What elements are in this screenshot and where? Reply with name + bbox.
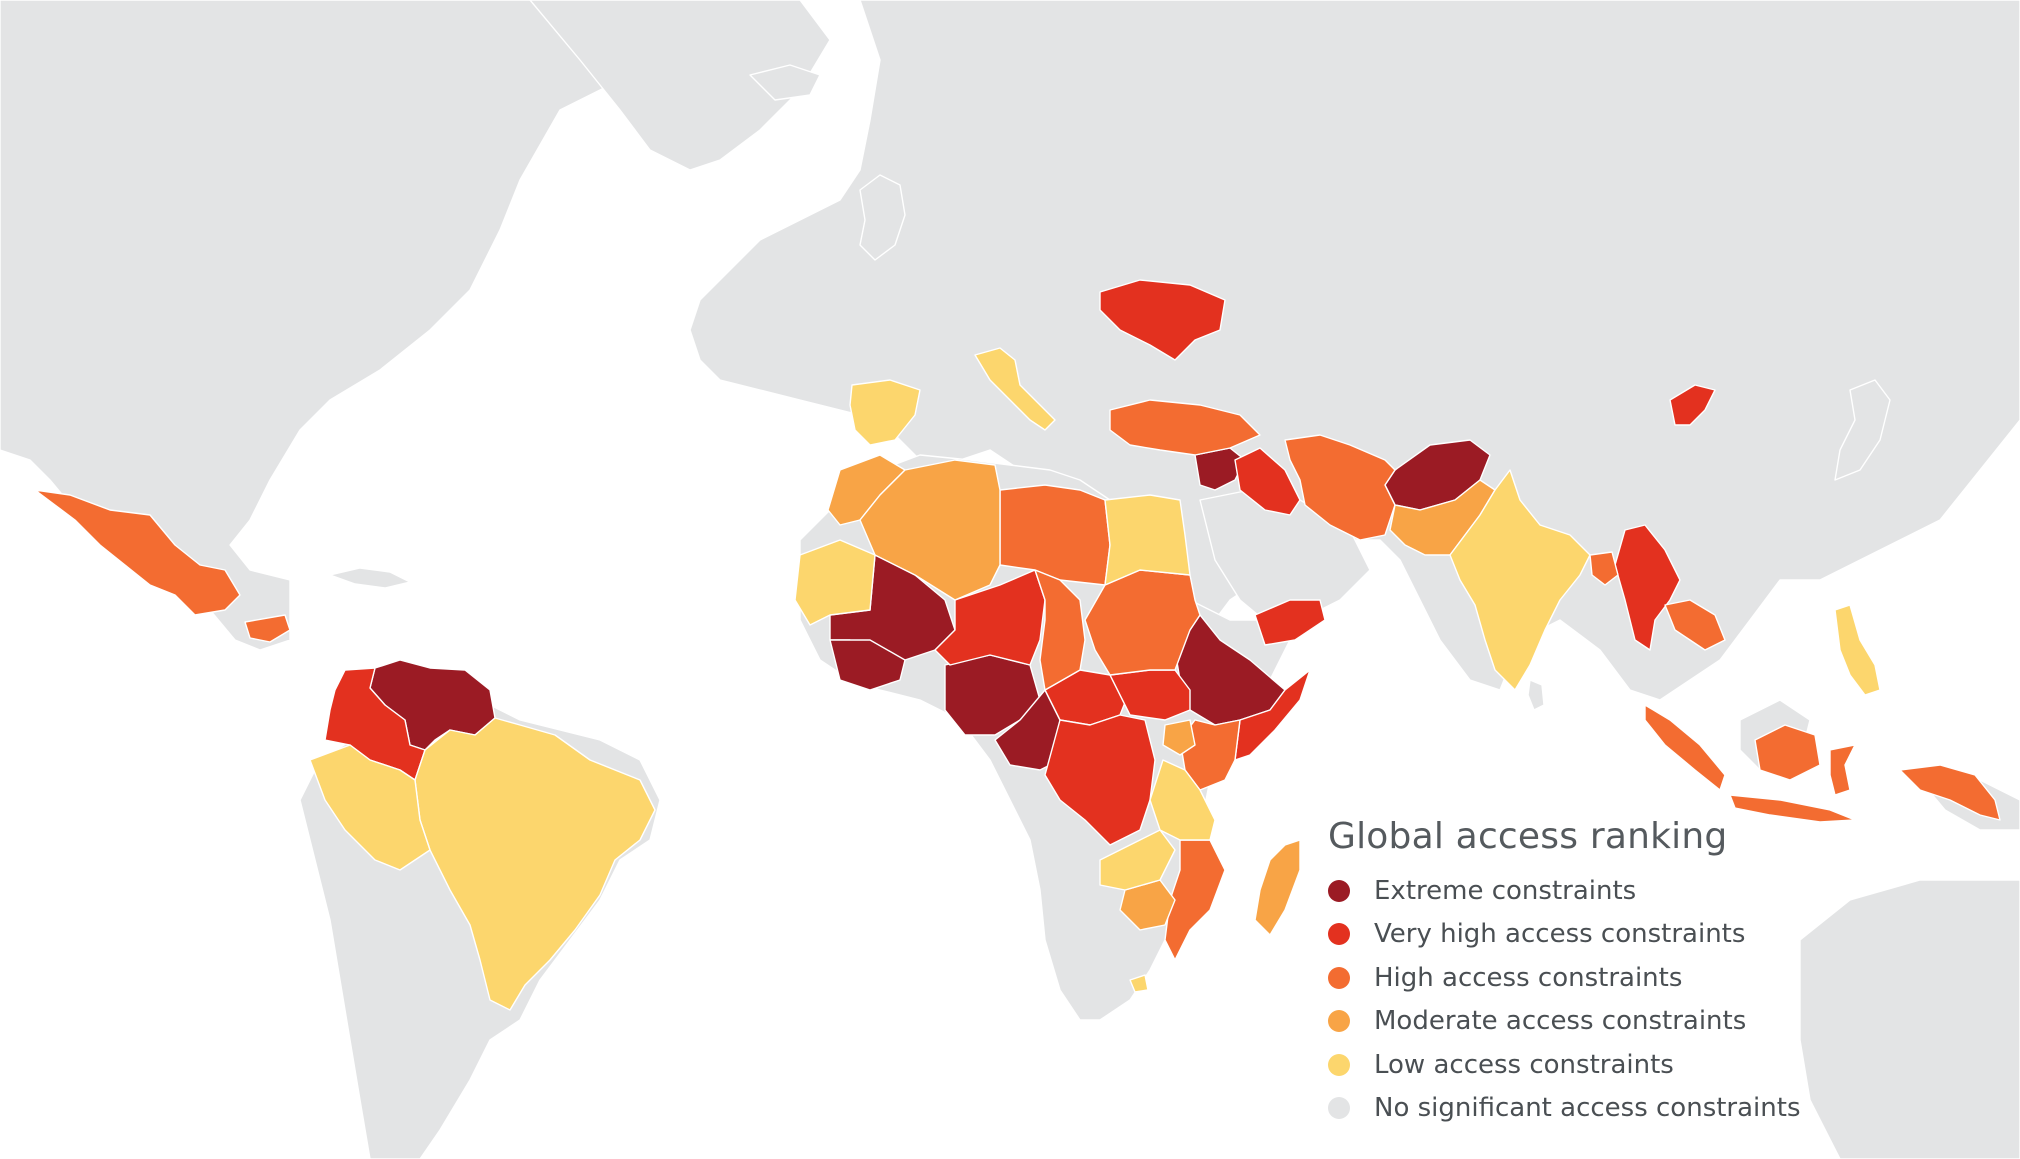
legend-title: Global access ranking bbox=[1328, 816, 1728, 857]
region-indonesia-papua bbox=[1899, 764, 2001, 821]
region-ukraine bbox=[1099, 279, 1226, 361]
region-philippines bbox=[1834, 604, 1881, 696]
region-iraq bbox=[1234, 447, 1301, 516]
legend-swatch bbox=[1328, 966, 1350, 989]
region-indonesia-sulawesi bbox=[1829, 744, 1856, 796]
region-italy bbox=[974, 347, 1056, 431]
legend-swatch bbox=[1328, 879, 1350, 902]
region-dr-congo bbox=[1044, 714, 1156, 846]
land-iceland bbox=[749, 64, 821, 101]
region-niger bbox=[934, 569, 1046, 666]
region-chad bbox=[1034, 569, 1086, 691]
region-south-africa-small bbox=[1129, 974, 1149, 993]
region-madagascar bbox=[1254, 839, 1301, 936]
legend-item-none: No significant access constraints bbox=[1328, 1087, 1888, 1131]
region-indonesia-sumatra bbox=[1644, 704, 1726, 791]
land-uk bbox=[859, 174, 906, 261]
region-yemen bbox=[1254, 599, 1326, 646]
legend-label: Low access constraints bbox=[1374, 1049, 1674, 1080]
legend-item-high: High access constraints bbox=[1328, 956, 1888, 1000]
region-burkina-faso bbox=[829, 639, 906, 691]
region-brazil bbox=[414, 717, 656, 1011]
land-australia bbox=[1799, 879, 2020, 1159]
region-indonesia-borneo bbox=[1754, 724, 1821, 781]
region-spain bbox=[849, 379, 921, 446]
region-honduras bbox=[244, 614, 291, 643]
region-egypt bbox=[1104, 494, 1191, 586]
region-turkey bbox=[1109, 399, 1261, 456]
legend-item-very-high: Very high access constraints bbox=[1328, 913, 1888, 957]
region-tanzania bbox=[1149, 759, 1216, 841]
legend-swatch bbox=[1328, 1053, 1350, 1076]
land-caribbean bbox=[329, 567, 411, 589]
legend-swatch bbox=[1328, 923, 1350, 946]
legend-label: Moderate access constraints bbox=[1374, 1006, 1747, 1037]
region-india bbox=[1449, 469, 1591, 691]
region-thailand-laos bbox=[1664, 599, 1726, 651]
region-algeria bbox=[859, 459, 1001, 601]
land-sri-lanka bbox=[1527, 679, 1545, 711]
legend-item-moderate: Moderate access constraints bbox=[1328, 1000, 1888, 1044]
legend-label: Extreme constraints bbox=[1374, 875, 1637, 906]
region-myanmar bbox=[1614, 524, 1681, 651]
region-iran bbox=[1284, 434, 1396, 541]
legend-swatch bbox=[1328, 1010, 1350, 1033]
legend-label: Very high access constraints bbox=[1374, 919, 1746, 950]
region-somalia bbox=[1234, 669, 1311, 761]
region-peru bbox=[309, 744, 431, 871]
land-greenland bbox=[529, 0, 831, 171]
legend-swatch bbox=[1328, 1097, 1350, 1120]
region-mauritania bbox=[794, 539, 876, 626]
region-north-korea bbox=[1669, 384, 1716, 426]
legend-label: High access constraints bbox=[1374, 962, 1683, 993]
land-japan bbox=[1834, 379, 1891, 481]
region-zambia bbox=[1099, 829, 1176, 891]
region-uganda-tz-west bbox=[1162, 719, 1196, 756]
legend-items: Extreme constraints Very high access cons… bbox=[1328, 869, 1888, 1130]
legend: Global access ranking Extreme constraint… bbox=[1328, 816, 1888, 1130]
region-mexico bbox=[34, 489, 241, 616]
legend-label: No significant access constraints bbox=[1374, 1093, 1801, 1124]
legend-item-low: Low access constraints bbox=[1328, 1043, 1888, 1087]
region-bangladesh bbox=[1589, 551, 1619, 586]
legend-item-extreme: Extreme constraints bbox=[1328, 869, 1888, 913]
region-mozambique bbox=[1164, 839, 1226, 961]
region-indonesia-java bbox=[1729, 794, 1856, 823]
